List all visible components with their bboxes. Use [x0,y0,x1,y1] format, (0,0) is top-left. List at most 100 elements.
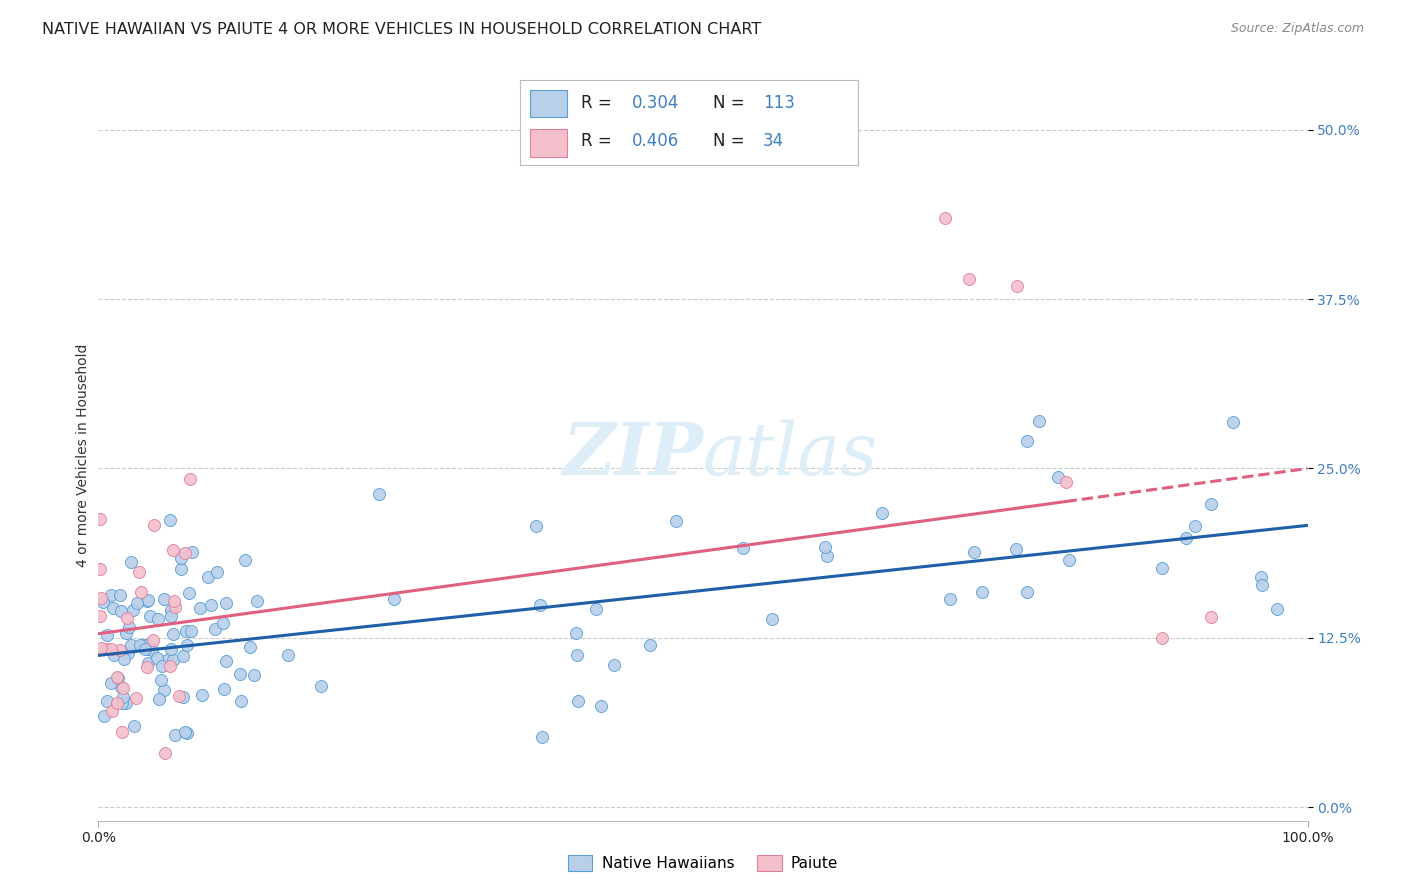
Point [277,648,299,662]
Point [1152,631,1174,645]
Point [128,565,150,579]
Text: 0.406: 0.406 [631,132,679,150]
Point [89,562,111,576]
Point [136,657,159,671]
Point [215,596,238,610]
Point [136,659,159,673]
Point [153,747,176,761]
Point [1054,475,1077,489]
Point [1265,602,1288,616]
Point [163,599,186,614]
Point [188,601,211,615]
Point [124,691,146,706]
Point [105,696,128,710]
Point [1028,414,1050,428]
Point [155,653,177,667]
Point [105,670,128,684]
Point [970,585,993,599]
Text: 34: 34 [763,132,785,150]
Text: NATIVE HAWAIIAN VS PAIUTE 4 OR MORE VEHICLES IN HOUSEHOLD CORRELATION CHART: NATIVE HAWAIIAN VS PAIUTE 4 OR MORE VEHI… [42,22,762,37]
Point [233,553,256,567]
Point [136,641,159,656]
Text: R =: R = [581,95,617,112]
Point [142,632,165,647]
Point [172,690,194,704]
Text: 0.304: 0.304 [631,95,679,112]
Point [89,512,111,526]
Point [120,638,142,652]
Point [101,601,124,615]
Point [153,591,176,606]
Point [124,718,146,732]
Point [1174,531,1197,545]
Point [191,688,214,702]
Point [111,696,134,710]
Point [136,592,159,607]
Point [129,638,152,652]
Point [159,659,181,673]
Point [148,692,170,706]
Point [110,725,132,739]
Point [103,648,125,662]
Point [134,641,156,656]
Point [957,272,980,286]
Point [309,679,332,693]
Point [1057,552,1080,566]
Point [197,569,219,583]
Point [1250,578,1272,592]
Point [163,594,186,608]
Point [638,639,661,653]
Point [115,696,138,710]
Point [180,624,202,638]
Point [136,639,159,653]
Point [815,549,838,564]
Point [115,625,138,640]
Point [173,546,195,560]
Point [162,626,184,640]
Point [115,611,138,625]
Point [205,565,228,579]
Point [122,603,145,617]
Point [228,667,250,681]
Point [1007,278,1029,293]
Point [246,594,269,608]
Point [176,726,198,740]
Text: Source: ZipAtlas.com: Source: ZipAtlas.com [1230,22,1364,36]
Point [159,602,181,616]
Point [939,591,962,606]
Point [162,542,184,557]
Point [159,513,181,527]
Point [212,615,235,630]
Point [177,586,200,600]
Point [761,612,783,626]
FancyBboxPatch shape [530,89,568,117]
Point [176,638,198,652]
Point [93,709,115,723]
Point [565,648,588,662]
Point [1199,610,1222,624]
Point [239,640,262,654]
Point [149,673,172,687]
Point [212,681,235,696]
Point [120,555,142,569]
Point [170,561,193,575]
Point [141,643,163,657]
Point [146,612,169,626]
Point [112,681,135,696]
Legend: Native Hawaiians, Paiute: Native Hawaiians, Paiute [561,847,845,879]
Point [150,659,173,673]
Point [110,643,132,657]
Point [1047,469,1070,483]
Point [1150,561,1173,575]
Point [814,541,837,555]
Point [733,541,755,555]
Point [117,620,139,634]
Point [152,682,174,697]
Point [112,652,135,666]
Text: ZIP: ZIP [562,419,703,491]
Point [1184,519,1206,533]
Point [90,641,112,656]
Point [589,698,612,713]
Point [139,609,162,624]
Point [963,545,986,559]
